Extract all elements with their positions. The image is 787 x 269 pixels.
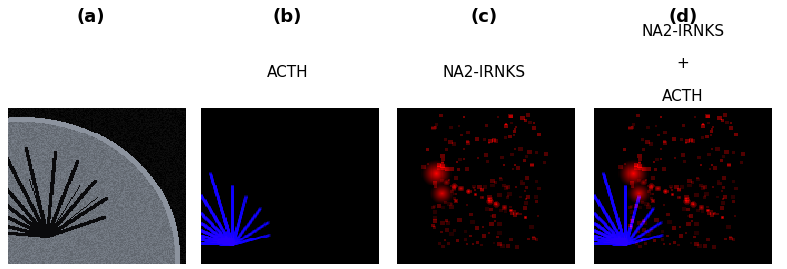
Text: (b): (b)	[272, 8, 302, 26]
Text: ACTH: ACTH	[267, 65, 308, 80]
Text: (a): (a)	[76, 8, 105, 26]
Text: NA2-IRNKS: NA2-IRNKS	[641, 24, 725, 39]
Text: ACTH: ACTH	[663, 89, 704, 104]
Text: +: +	[677, 56, 689, 72]
Text: (c): (c)	[471, 8, 497, 26]
Text: NA2-IRNKS: NA2-IRNKS	[442, 65, 526, 80]
Text: (d): (d)	[668, 8, 698, 26]
